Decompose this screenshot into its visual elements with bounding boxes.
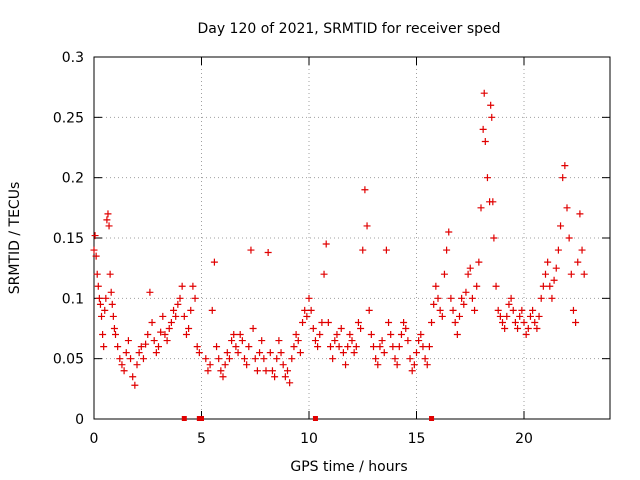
x-axis-label: GPS time / hours bbox=[290, 459, 407, 475]
x-tick-label: 10 bbox=[300, 431, 318, 447]
chart-background bbox=[0, 0, 640, 480]
gap-marker bbox=[429, 416, 434, 421]
scatter-chart: 0 0.05 0.1 0.15 0.2 0.25 0.3 0 5 10 15 20 Day 120 o… bbox=[0, 0, 640, 480]
y-tick-label: 0 bbox=[75, 412, 84, 428]
y-axis-label: SRMTID / TECUs bbox=[7, 182, 23, 295]
y-tick-label: 0.05 bbox=[53, 352, 84, 368]
gap-marker bbox=[313, 416, 318, 421]
y-tick-label: 0.2 bbox=[62, 171, 84, 187]
chart-title: Day 120 of 2021, SRMTID for receiver spe… bbox=[197, 21, 500, 37]
y-tick-label: 0.3 bbox=[62, 50, 84, 66]
gap-marker bbox=[182, 416, 187, 421]
x-tick-label: 20 bbox=[515, 431, 533, 447]
y-tick-label: 0.25 bbox=[53, 110, 84, 126]
x-tick-label: 0 bbox=[90, 431, 99, 447]
y-tick-label: 0.1 bbox=[62, 291, 84, 307]
y-tick-label: 0.15 bbox=[53, 231, 84, 247]
gap-marker bbox=[199, 416, 204, 421]
x-tick-label: 5 bbox=[197, 431, 206, 447]
x-tick-label: 15 bbox=[408, 431, 426, 447]
